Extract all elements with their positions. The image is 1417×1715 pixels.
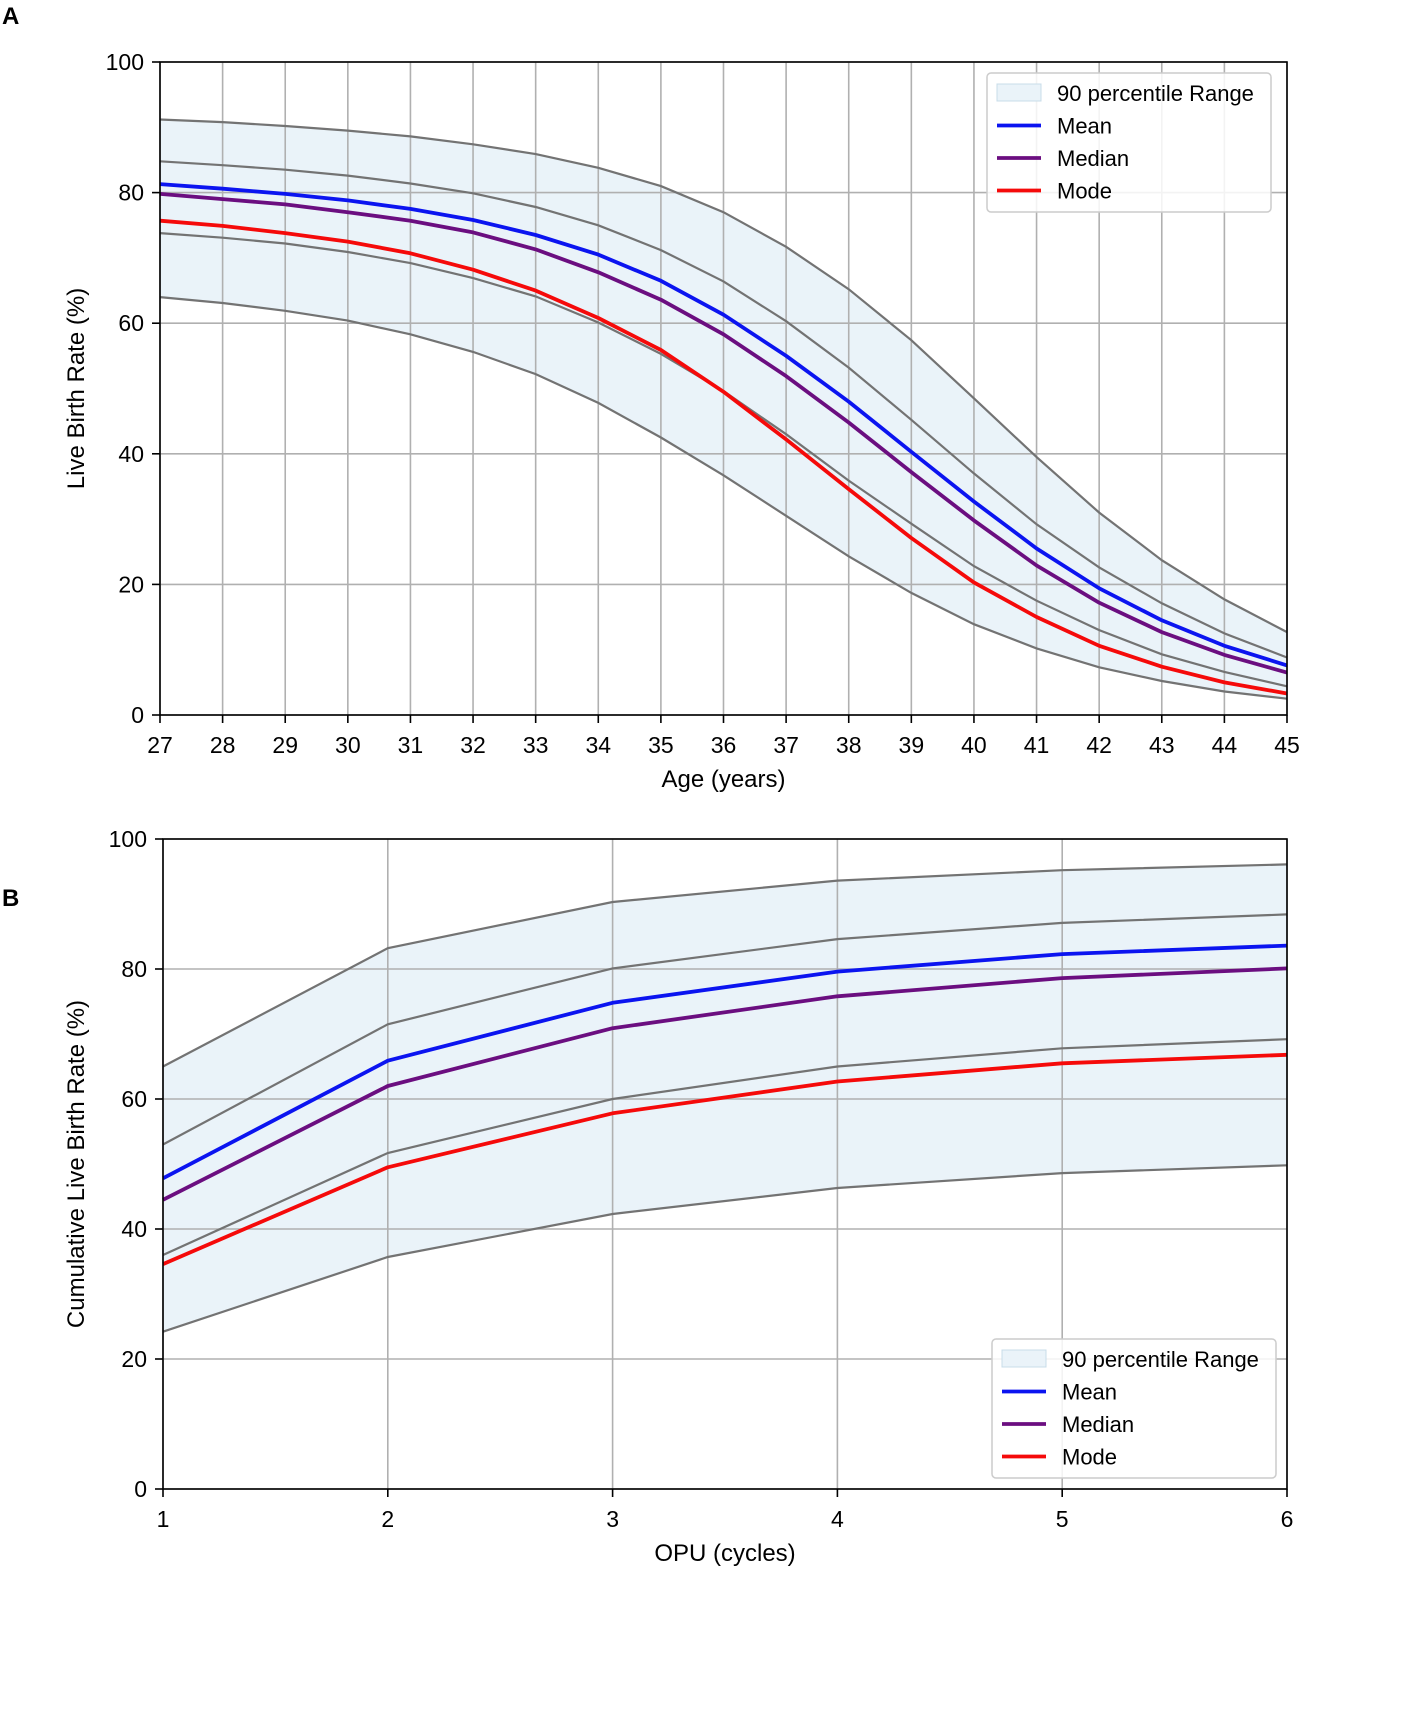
legend-label-median: Median xyxy=(1057,146,1129,171)
x-axis-label: Age (years) xyxy=(661,766,785,793)
x-tick-label: 37 xyxy=(773,732,799,758)
x-tick-label: 4 xyxy=(831,1506,844,1532)
band-upper-line xyxy=(162,863,1288,1068)
chart-panel-a: 27 28 29 30 31 32 33 34 35 36 37 38 39 40 41 42 43 44 45 0 2… xyxy=(63,49,1300,793)
band-lower-inner-line xyxy=(162,1038,1288,1257)
y-axis-label: Live Birth Rate (%) xyxy=(63,288,90,489)
y-tick-label: 0 xyxy=(134,1476,147,1502)
legend-label-median: Median xyxy=(1062,1412,1134,1437)
legend-label-mean: Mean xyxy=(1057,114,1112,139)
y-tick-label: 100 xyxy=(109,826,147,852)
legend-swatch-band xyxy=(996,83,1042,102)
band-upper-line xyxy=(159,118,1288,634)
plot-frame xyxy=(162,838,1288,1490)
legend-label-band: 90 percentile Range xyxy=(1057,81,1254,106)
x-tick-label: 29 xyxy=(272,732,298,758)
x-tick-label: 32 xyxy=(460,732,486,758)
x-tick-label: 36 xyxy=(711,732,737,758)
x-tick-label: 3 xyxy=(606,1506,619,1532)
series-line-median xyxy=(162,966,1288,1202)
x-tick-label: 33 xyxy=(523,732,549,758)
panel-label-a: A xyxy=(2,3,19,30)
series-line-mean xyxy=(159,182,1288,668)
y-tick-label: 40 xyxy=(121,1216,147,1242)
x-tick-label: 31 xyxy=(398,732,424,758)
legend-box xyxy=(991,1338,1277,1479)
x-tick-label: 41 xyxy=(1024,732,1050,758)
x-tick-label: 27 xyxy=(147,732,173,758)
y-tick-label: 80 xyxy=(118,180,144,206)
x-tick-label: 30 xyxy=(335,732,361,758)
band-upper-inner-line xyxy=(162,913,1288,1146)
y-tick-label: 40 xyxy=(118,441,144,467)
legend: 90 percentile Range Mean Median Mode xyxy=(991,1338,1277,1479)
legend-swatch-band xyxy=(1001,1349,1047,1368)
x-tick-label: 40 xyxy=(961,732,987,758)
x-tick-label: 45 xyxy=(1274,732,1300,758)
legend-label-mode: Mode xyxy=(1057,179,1112,204)
x-tick-label: 5 xyxy=(1056,1506,1069,1532)
y-tick-label: 80 xyxy=(121,956,147,982)
y-tick-label: 20 xyxy=(118,571,144,597)
x-tick-label: 34 xyxy=(585,732,611,758)
legend: 90 percentile Range Mean Median Mode xyxy=(986,72,1272,213)
legend-box xyxy=(986,72,1272,213)
series-line-mean xyxy=(162,943,1288,1180)
legend-label-mode: Mode xyxy=(1062,1445,1117,1470)
x-axis-label: OPU (cycles) xyxy=(654,1540,795,1567)
series-line-median xyxy=(159,192,1288,675)
x-tick-label: 1 xyxy=(157,1506,170,1532)
x-tick-label: 42 xyxy=(1086,732,1112,758)
x-tick-label: 39 xyxy=(899,732,925,758)
legend-label-band: 90 percentile Range xyxy=(1062,1347,1259,1372)
x-tick-label: 2 xyxy=(381,1506,394,1532)
series-line-mode xyxy=(162,1052,1288,1266)
x-tick-label: 28 xyxy=(210,732,236,758)
y-tick-label: 20 xyxy=(121,1346,147,1372)
y-axis-label: Cumulative Live Birth Rate (%) xyxy=(63,1000,90,1328)
band-upper-inner-line xyxy=(159,160,1288,659)
y-tick-label: 60 xyxy=(118,310,144,336)
y-tick-label: 100 xyxy=(106,49,144,75)
series-line-mode xyxy=(159,218,1288,696)
panel-label-b: B xyxy=(2,885,19,912)
x-tick-label: 6 xyxy=(1281,1506,1294,1532)
band-lower-line xyxy=(162,1164,1288,1333)
legend-label-mean: Mean xyxy=(1062,1380,1117,1405)
x-tick-label: 38 xyxy=(836,732,862,758)
y-tick-label: 0 xyxy=(131,702,144,728)
x-tick-label: 44 xyxy=(1212,732,1238,758)
band-lower-line xyxy=(159,296,1288,700)
x-tick-label: 43 xyxy=(1149,732,1175,758)
x-tick-label: 35 xyxy=(648,732,674,758)
y-tick-label: 60 xyxy=(121,1086,147,1112)
